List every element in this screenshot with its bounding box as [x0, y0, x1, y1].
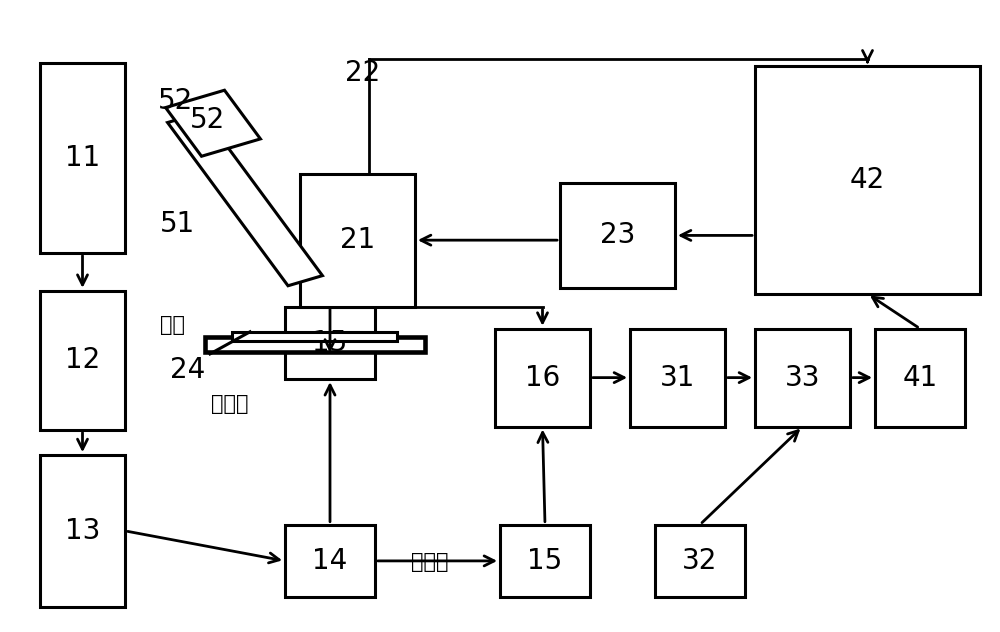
Text: 14: 14: [312, 547, 348, 575]
Bar: [560, 183, 675, 288]
Text: 24: 24: [170, 356, 205, 384]
Bar: [755, 66, 980, 294]
Bar: [495, 329, 590, 427]
Text: 41: 41: [902, 363, 938, 392]
Bar: [500, 525, 590, 597]
Text: 52: 52: [190, 106, 226, 134]
Bar: [285, 307, 375, 379]
Bar: [40, 455, 125, 607]
Text: 42: 42: [850, 166, 885, 194]
Text: 23: 23: [600, 221, 635, 250]
Text: 51: 51: [160, 210, 195, 238]
Text: 15: 15: [312, 329, 348, 357]
Text: 16: 16: [525, 363, 560, 392]
Bar: [655, 525, 745, 597]
Text: 测量光: 测量光: [210, 394, 248, 415]
Bar: [285, 525, 375, 597]
Bar: [40, 291, 125, 430]
Text: 52: 52: [157, 87, 193, 115]
Text: 32: 32: [682, 547, 718, 575]
Text: 33: 33: [785, 363, 820, 392]
Bar: [630, 329, 725, 427]
Text: 12: 12: [65, 346, 100, 374]
Bar: [232, 332, 397, 341]
Bar: [300, 174, 415, 307]
Text: 11: 11: [65, 144, 100, 172]
Bar: [755, 329, 850, 427]
Bar: [40, 63, 125, 253]
Text: 15: 15: [527, 547, 563, 575]
Text: 22: 22: [345, 59, 380, 87]
Polygon shape: [166, 90, 260, 156]
Text: 21: 21: [340, 226, 375, 254]
Text: 样品: 样品: [160, 315, 185, 336]
Bar: [205, 336, 425, 352]
Text: 31: 31: [660, 363, 695, 392]
Text: 参考光: 参考光: [411, 552, 449, 573]
Text: 13: 13: [65, 517, 100, 545]
Bar: [875, 329, 965, 427]
Polygon shape: [168, 112, 322, 286]
